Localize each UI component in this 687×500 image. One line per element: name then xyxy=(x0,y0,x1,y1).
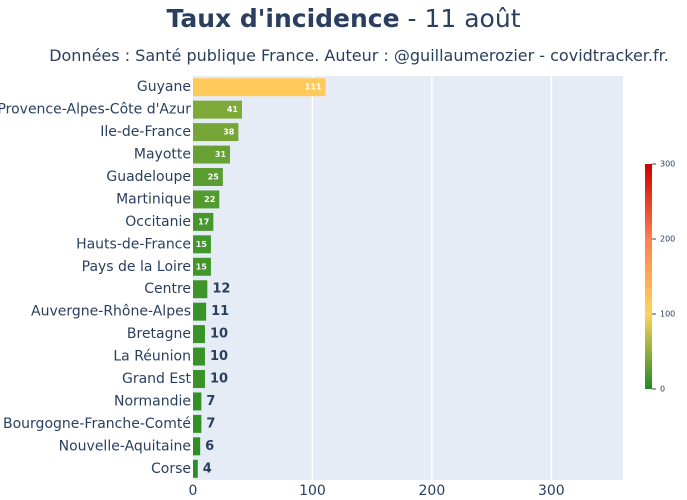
y-tick-label: Provence-Alpes-Côte d'Azur xyxy=(0,102,191,118)
bar xyxy=(193,302,207,321)
bar-value-label: 6 xyxy=(205,439,214,454)
x-tick-label: 300 xyxy=(538,483,565,499)
bar xyxy=(193,235,211,254)
x-axis-labels: 0 100 200 300 xyxy=(189,483,565,499)
bar xyxy=(193,212,214,231)
y-tick-label: Auvergne-Rhône-Alpes xyxy=(31,304,191,320)
bar-value-label: 25 xyxy=(208,173,220,182)
bar xyxy=(193,325,205,344)
bar-value-label: 38 xyxy=(223,128,235,137)
bar-value-label: 22 xyxy=(204,195,215,204)
bar-value-label: 111 xyxy=(305,83,322,92)
y-tick-label: La Réunion xyxy=(113,349,191,365)
bar xyxy=(193,190,220,209)
plot-area xyxy=(193,76,623,480)
bar-value-label: 31 xyxy=(215,150,227,159)
y-tick-label: Corse xyxy=(151,461,191,477)
chart-subtitle: Données : Santé publique France. Auteur … xyxy=(49,46,669,65)
bar-value-label: 15 xyxy=(196,240,208,249)
bar-value-label: 7 xyxy=(206,416,215,431)
colorbar-tick-label: 0 xyxy=(660,385,665,394)
y-tick-label: Ile-de-France xyxy=(100,124,191,140)
y-tick-label: Guyane xyxy=(137,79,191,95)
bar xyxy=(193,347,205,366)
bar-value-label: 12 xyxy=(212,282,230,297)
bar-value-label: 41 xyxy=(227,105,239,114)
y-tick-label: Grand Est xyxy=(122,371,192,387)
y-tick-label: Guadeloupe xyxy=(106,169,191,185)
bar-value-label: 4 xyxy=(203,461,212,476)
bar-value-label: 15 xyxy=(196,262,208,271)
y-tick-label: Mayotte xyxy=(134,147,191,163)
colorbar: 0 100 200 300 xyxy=(645,160,675,394)
bar xyxy=(193,437,201,456)
x-tick-label: 200 xyxy=(419,483,446,499)
bar xyxy=(193,123,239,142)
colorbar-gradient xyxy=(645,164,652,389)
bar xyxy=(193,414,202,433)
y-tick-label: Hauts-de-France xyxy=(76,236,191,252)
bar-value-label: 10 xyxy=(210,349,228,364)
bar xyxy=(193,257,211,276)
colorbar-tick-label: 300 xyxy=(660,160,675,169)
colorbar-tick-label: 100 xyxy=(660,310,675,319)
bar-value-label: 11 xyxy=(211,304,229,319)
bar xyxy=(193,280,208,299)
bar xyxy=(193,145,231,164)
y-tick-label: Bourgogne-Franche-Comté xyxy=(3,416,191,432)
bar xyxy=(193,459,198,478)
bar-value-label: 7 xyxy=(206,394,215,409)
bar-value-label: 10 xyxy=(210,372,228,387)
y-tick-label: Centre xyxy=(144,281,191,297)
y-tick-label: Occitanie xyxy=(125,214,191,230)
grid-lines xyxy=(311,76,553,480)
y-tick-label: Bretagne xyxy=(127,326,191,342)
y-tick-label: Martinique xyxy=(116,191,191,207)
chart-title-date: - 11 août xyxy=(399,4,521,33)
bar xyxy=(193,100,242,119)
chart-title: Taux d'incidence - 11 août xyxy=(0,4,687,33)
x-tick-label: 100 xyxy=(299,483,326,499)
y-tick-label: Nouvelle-Aquitaine xyxy=(59,438,191,454)
bar-value-label: 17 xyxy=(198,217,209,226)
bar xyxy=(193,370,205,388)
y-axis-labels: Guyane Provence-Alpes-Côte d'Azur Ile-de-F… xyxy=(0,79,192,477)
bar xyxy=(193,78,326,97)
y-tick-label: Normandie xyxy=(114,393,191,409)
x-tick-label: 0 xyxy=(189,483,198,499)
y-tick-label: Pays de la Loire xyxy=(82,259,191,275)
bar xyxy=(193,168,223,186)
chart-title-main: Taux d'incidence xyxy=(166,4,400,33)
colorbar-tick-label: 200 xyxy=(660,235,675,244)
bar xyxy=(193,392,202,411)
bars: 111 41 38 31 25 22 17 15 15 12 11 10 10 10 7 7 6 4 xyxy=(193,78,326,478)
bar-value-label: 10 xyxy=(210,327,228,342)
